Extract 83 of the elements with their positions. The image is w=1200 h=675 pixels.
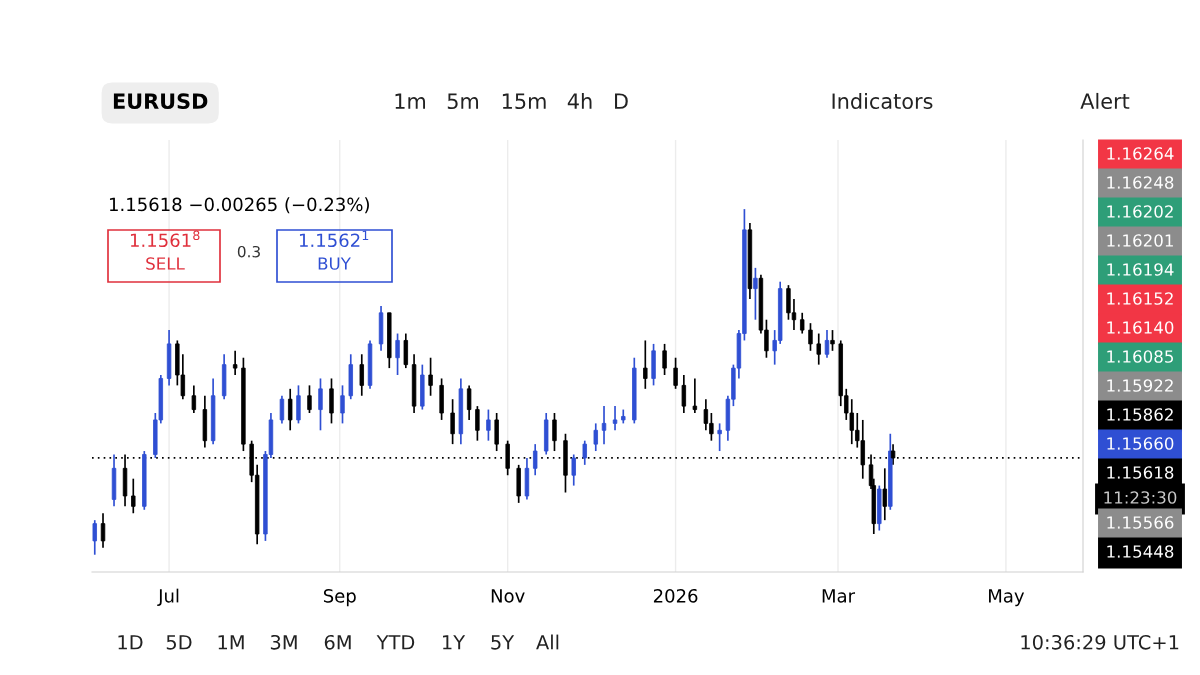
candlestick [830,329,835,352]
annotation: 1.1561$^{8}$ [130,230,200,248]
candlestick [428,356,433,397]
candlestick [717,422,722,452]
candlestick [307,384,312,414]
candlestick [532,443,538,477]
text: 5m [447,93,479,110]
text: 1.16140 [1107,321,1174,334]
text: 15m [502,93,546,110]
text: 6M [324,634,351,650]
x-tick-label: Mar [822,589,856,603]
annotation: 1.1562$^{1}$ [299,230,369,248]
candlestick [824,329,830,359]
candlestick [232,349,238,376]
text: 1.15660 [1107,437,1174,450]
candlestick [612,405,618,432]
text: 1.16152 [1107,292,1173,305]
annotation: 0.3 [237,245,260,258]
text: 11:23:30 [1104,491,1177,504]
text: 1Y [443,635,466,650]
text: 1m [395,93,426,109]
candlestick [662,343,667,376]
text: YTD [376,635,415,650]
text: Alert [1080,92,1130,110]
candlestick [582,439,587,466]
candlestick [131,477,136,515]
text: 1D [118,635,143,650]
text: 1.15922 [1107,379,1173,392]
candlestick [571,453,576,487]
candlestick [466,384,472,421]
candlestick [92,519,97,556]
candlestick [882,467,888,521]
text: 4h [567,92,592,109]
candlestick [808,322,813,352]
candlestick [279,394,285,425]
chart-title: EURUSD [113,93,208,110]
candlestick [673,356,678,390]
text: 1.16194 [1107,263,1174,276]
candlestick [287,387,293,432]
text: 10:36:29 UTC+1 [1021,634,1179,650]
text: All [536,634,559,650]
text: 5Y [491,635,515,650]
text: 1.16201 [1107,234,1173,247]
x-tick-label: May [989,589,1025,607]
candlestick [753,267,758,321]
annotation: BUY [318,257,351,270]
candlestick [395,332,400,376]
text: 1.15448 [1107,545,1174,558]
candlestick [486,408,491,442]
text: 1.16202 [1107,205,1173,218]
candlestick [681,374,687,414]
x-tick-label: Nov [491,589,525,603]
candlestick [191,384,197,414]
chart-subtitle: 1.15618 −0.00265 (−0.23%) [109,197,369,214]
x-tick-label: 2026 [653,588,698,603]
text: 1.16085 [1107,350,1173,363]
candlestick [100,512,106,549]
candlestick [593,422,598,452]
x-tick-label: Sep [323,588,356,607]
candlestick [340,384,345,425]
candlestick [800,311,805,335]
candlestick [318,377,323,432]
text: 1.16248 [1107,176,1174,189]
candlestick [890,443,896,466]
text: 1.15862 [1107,408,1173,421]
candlestick [816,332,821,366]
candlestick [643,339,648,390]
text: Indicators [832,92,933,110]
text: D [615,93,628,109]
candlestick [450,398,455,445]
x-tick-label: Jul [157,588,179,606]
text: 1.15566 [1107,516,1174,529]
text: 3M [270,634,297,650]
text: 1.15618 [1107,466,1174,479]
candlestick [601,405,607,445]
text: 1.16264 [1107,147,1174,160]
candlestick [692,377,698,414]
annotation: SELL [146,257,185,270]
text: 1M [218,635,244,650]
candlestick [552,412,557,452]
text: 5D [166,635,192,650]
candlestick [359,353,364,397]
candlestick [475,405,480,442]
